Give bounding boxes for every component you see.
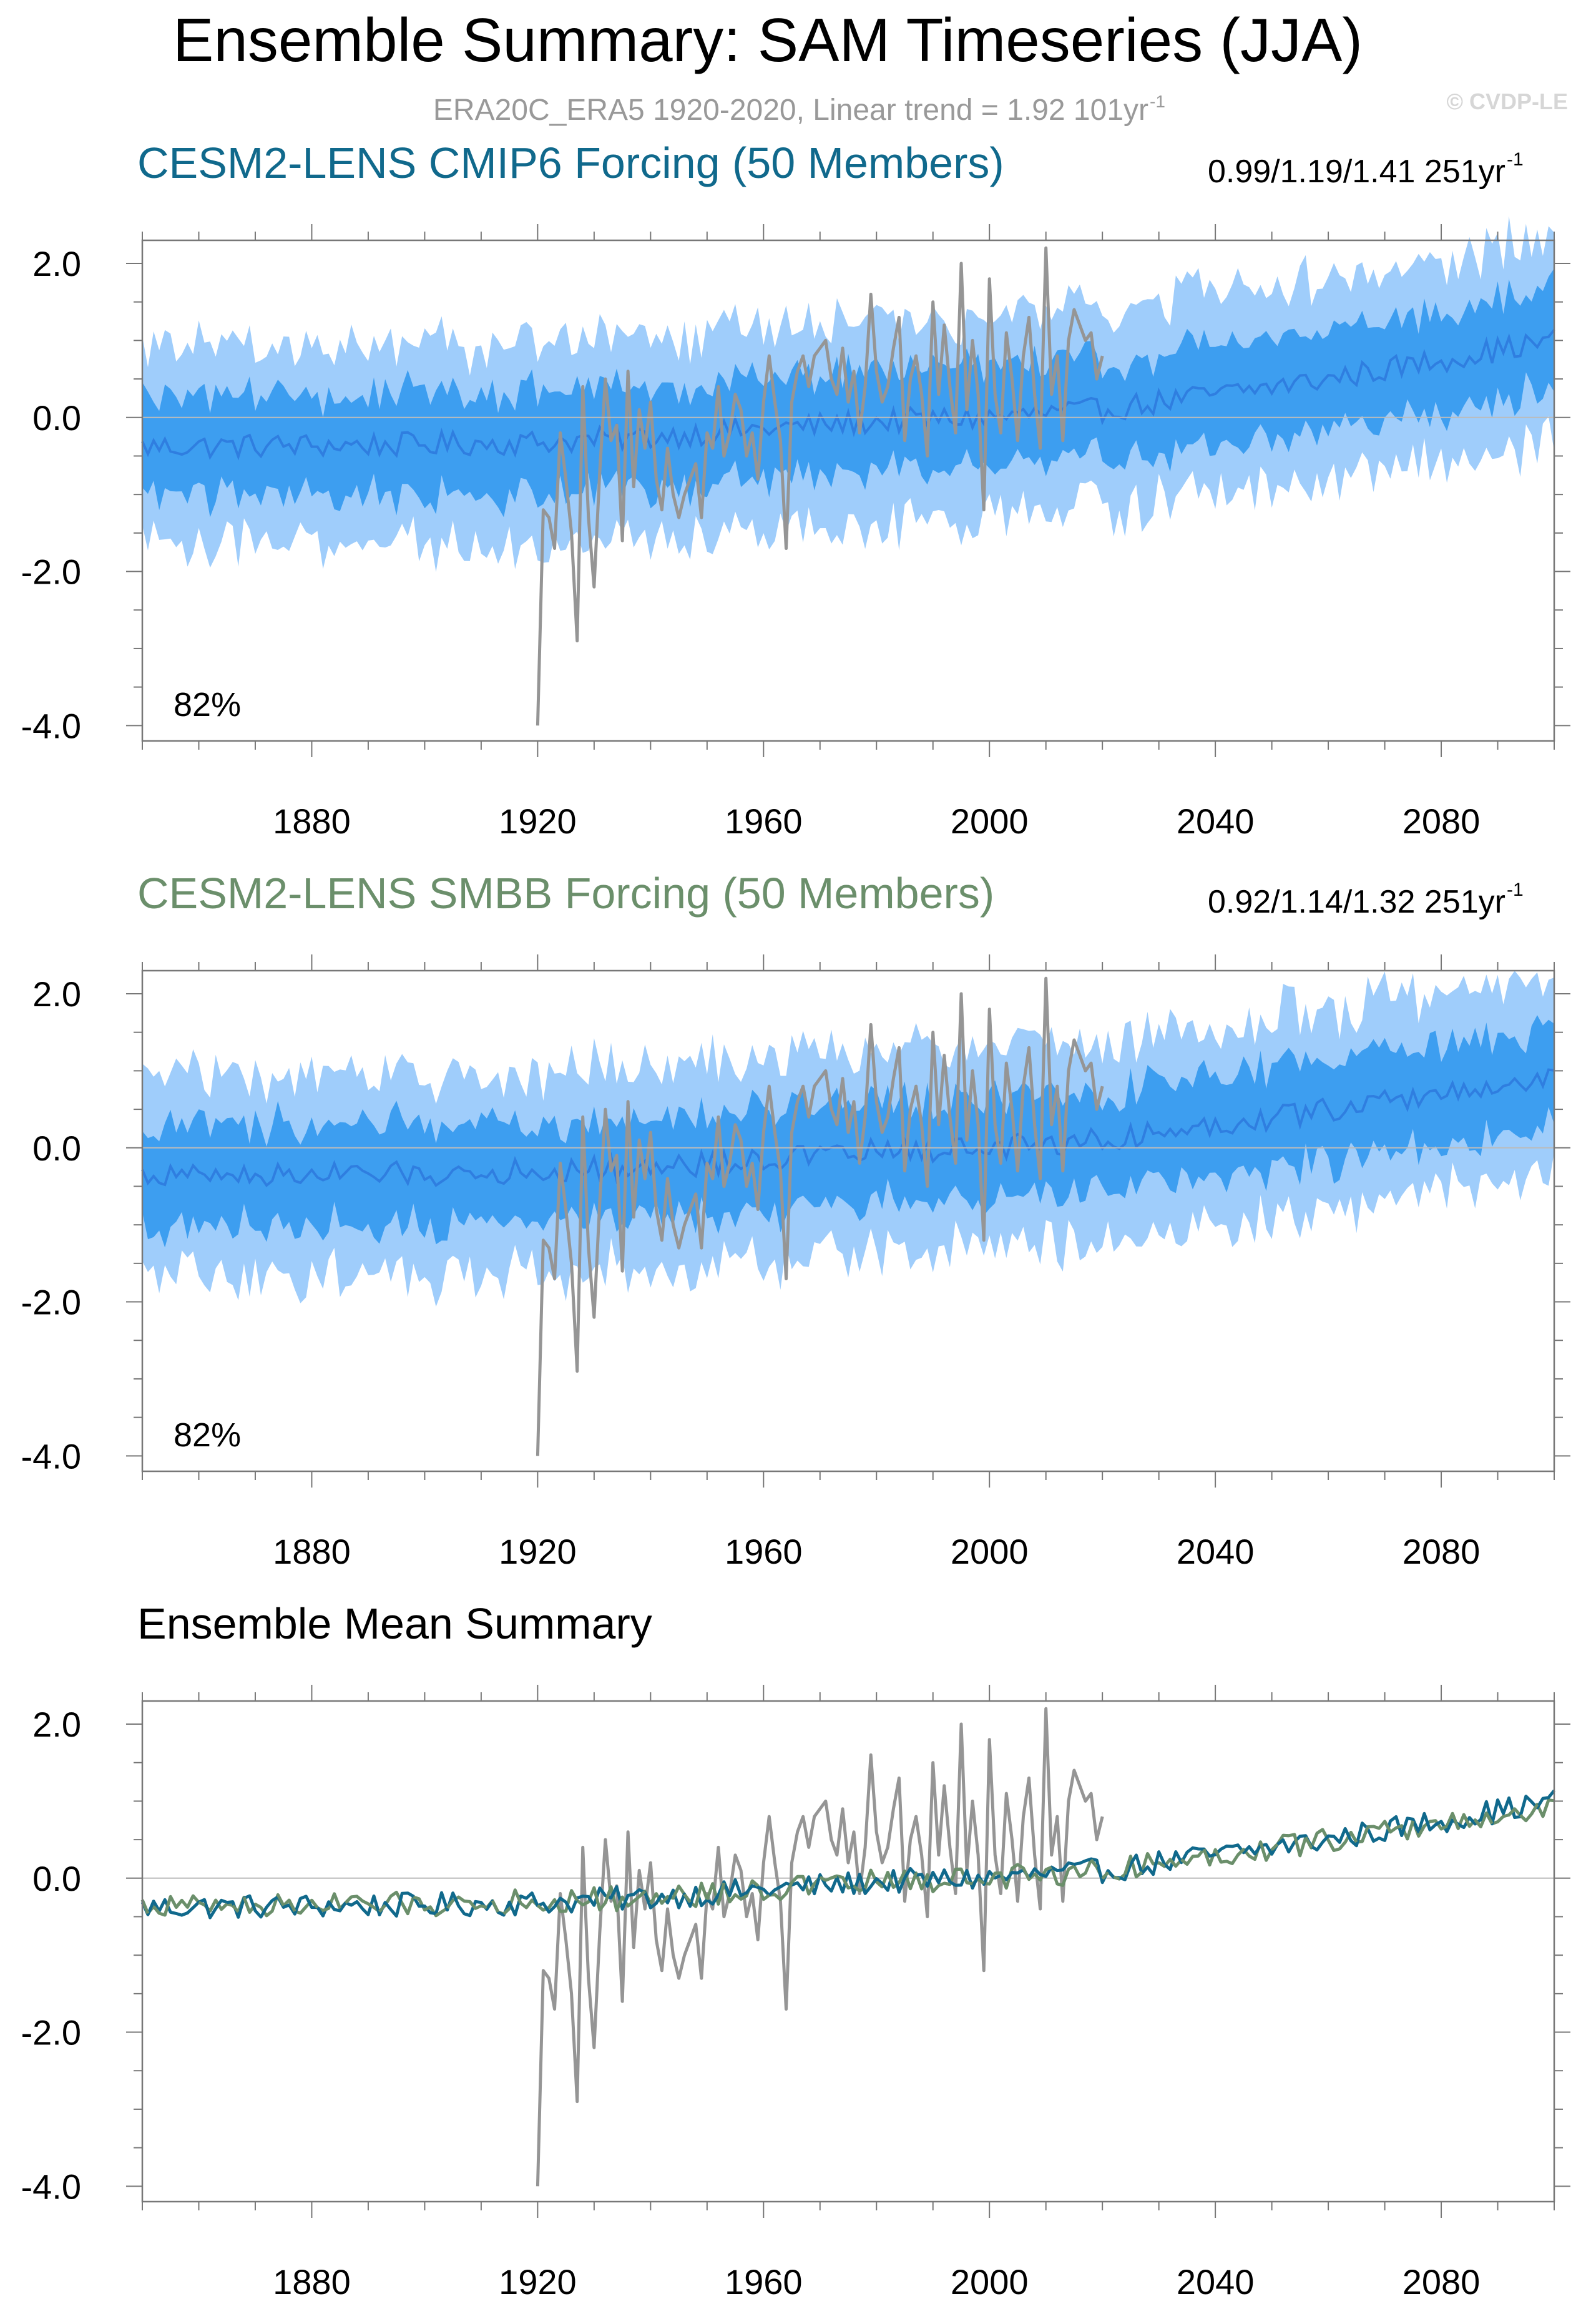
panel-ensemble-mean: Ensemble Mean Summary 2.0 0.0 -2.0 -4.0 1880… [21, 1599, 1570, 2302]
watermark: © CVDP-LE [1446, 89, 1568, 114]
x-tick-label: 2080 [1403, 1532, 1481, 1571]
x-tick-label: 1920 [499, 1532, 577, 1571]
trend-label-smbb: 0.92/1.14/1.32 251yr [1208, 884, 1505, 920]
y-tick-label: -2.0 [21, 2013, 82, 2052]
y-tick-label: -4.0 [21, 2167, 82, 2206]
percent-label: 82% [174, 1416, 241, 1454]
x-tick-label: 2080 [1403, 802, 1481, 841]
x-tick-label: 1960 [725, 1532, 803, 1571]
x-tick-label: 2080 [1403, 2262, 1481, 2302]
plot-frame [141, 1700, 1555, 2203]
y-tick-label: -4.0 [21, 1436, 82, 1476]
chart-area: 2.0 0.0 -2.0 -4.0 1880 1920 1960 2000 2040 2080 82… [21, 216, 1570, 841]
ensemble-mean-line [141, 329, 1555, 461]
x-tick-label: 2040 [1177, 1532, 1255, 1571]
percent-label: 82% [174, 686, 241, 723]
y-tick-label: 0.0 [32, 1859, 81, 1898]
panel-cmip6: CESM2-LENS CMIP6 Forcing (50 Members) 0.… [21, 139, 1570, 841]
plot-frame [141, 239, 1555, 742]
y-tick-label: -2.0 [21, 1283, 82, 1322]
x-tick-label: 2000 [951, 1532, 1029, 1571]
cmip6-mean-line [140, 1789, 1555, 1919]
x-tick-label: 1960 [725, 2262, 803, 2302]
trend-label-cmip6-superscript: -1 [1507, 149, 1524, 170]
figure-subtitle-superscript: -1 [1150, 92, 1165, 111]
panel-title-ensemble-mean: Ensemble Mean Summary [137, 1599, 652, 1648]
panel-title-cmip6: CESM2-LENS CMIP6 Forcing (50 Members) [137, 139, 1004, 187]
chart-area: 2.0 0.0 -2.0 -4.0 1880 1920 1960 2000 2040 2080 [21, 1685, 1570, 2302]
figure-title: Ensemble Summary: SAM Timeseries (JJA) [173, 6, 1363, 74]
observations-line [536, 246, 1104, 726]
ensemble-mean-line [141, 1068, 1555, 1187]
x-tick-label: 2000 [951, 2262, 1029, 2302]
x-tick-label: 1960 [725, 802, 803, 841]
x-tick-label: 1880 [273, 802, 351, 841]
x-tick-label: 1920 [499, 2262, 577, 2302]
panel-title-smbb: CESM2-LENS SMBB Forcing (50 Members) [137, 869, 994, 918]
x-tick-label: 1920 [499, 802, 577, 841]
chart-area: 2.0 0.0 -2.0 -4.0 1880 1920 1960 2000 2040 2080 82… [21, 954, 1570, 1571]
observations-line [536, 1707, 1104, 2187]
x-tick-label: 1880 [273, 2262, 351, 2302]
panel-smbb: CESM2-LENS SMBB Forcing (50 Members) 0.9… [21, 869, 1570, 1571]
x-tick-label: 2040 [1177, 802, 1255, 841]
y-tick-label: -2.0 [21, 552, 82, 592]
y-tick-label: 2.0 [32, 1705, 81, 1744]
x-tick-label: 2040 [1177, 2262, 1255, 2302]
x-tick-label: 1880 [273, 1532, 351, 1571]
y-tick-label: 0.0 [32, 1129, 81, 1168]
y-tick-label: 2.0 [32, 974, 81, 1014]
figure-subtitle: ERA20C_ERA5 1920-2020, Linear trend = 1.… [433, 94, 1148, 127]
x-tick-label: 2000 [951, 802, 1029, 841]
plot-frame [141, 969, 1555, 1473]
trend-label-smbb-superscript: -1 [1507, 880, 1524, 900]
y-tick-label: -4.0 [21, 706, 82, 745]
y-tick-label: 0.0 [32, 398, 81, 438]
observations-line [536, 976, 1104, 1456]
trend-label-cmip6: 0.99/1.19/1.41 251yr [1208, 154, 1505, 190]
y-tick-label: 2.0 [32, 244, 81, 283]
